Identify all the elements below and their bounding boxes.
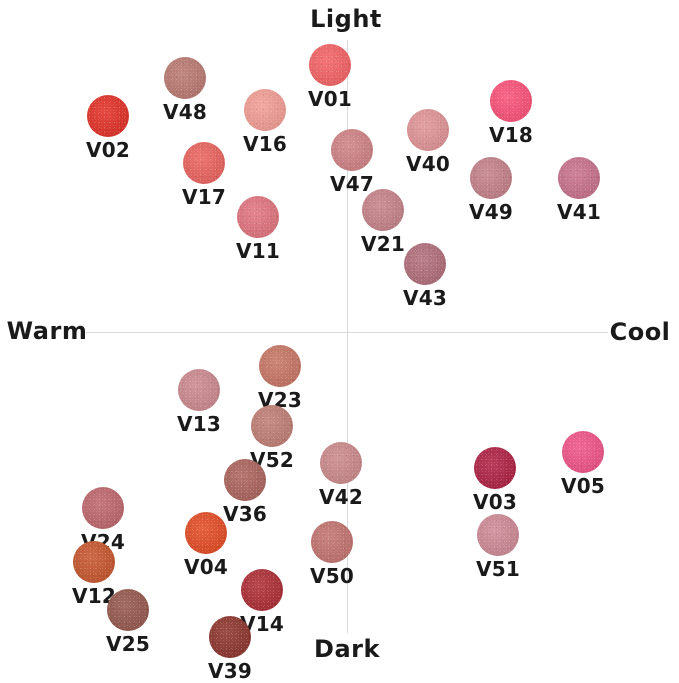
swatch-circle-v23	[259, 345, 301, 387]
swatch-label-v48: V48	[163, 100, 207, 124]
swatch-circle-v36	[224, 459, 266, 501]
swatch-circle-v04	[185, 512, 227, 554]
swatch-label-v43: V43	[403, 286, 447, 310]
swatch-circle-v16	[244, 89, 286, 131]
swatch-circle-v02	[87, 95, 129, 137]
axis-label-cool: Cool	[609, 318, 671, 346]
swatch-circle-v12	[73, 541, 115, 583]
swatch-circle-v13	[178, 369, 220, 411]
swatch-label-v01: V01	[308, 87, 352, 111]
swatch-label-v39: V39	[208, 659, 252, 683]
swatch-label-v42: V42	[319, 485, 363, 509]
swatch-label-v02: V02	[86, 138, 130, 162]
swatch-circle-v52	[251, 405, 293, 447]
swatch-label-v13: V13	[177, 412, 221, 436]
swatch-label-v03: V03	[473, 490, 517, 514]
swatch-circle-v39	[209, 616, 251, 658]
swatch-circle-v21	[362, 189, 404, 231]
axis-label-light: Light	[310, 5, 382, 33]
swatch-label-v51: V51	[476, 557, 520, 581]
swatch-label-v40: V40	[406, 152, 450, 176]
swatch-circle-v42	[320, 442, 362, 484]
swatch-circle-v51	[477, 514, 519, 556]
swatch-label-v50: V50	[310, 564, 354, 588]
swatch-label-v47: V47	[330, 172, 374, 196]
swatch-circle-v14	[241, 569, 283, 611]
swatch-label-v18: V18	[489, 123, 533, 147]
swatch-label-v25: V25	[106, 632, 150, 656]
swatch-circle-v40	[407, 109, 449, 151]
swatch-label-v49: V49	[469, 200, 513, 224]
swatch-label-v04: V04	[184, 555, 228, 579]
swatch-circle-v05	[562, 431, 604, 473]
swatch-circle-v24	[82, 487, 124, 529]
swatch-circle-v03	[474, 447, 516, 489]
axis-label-dark: Dark	[314, 635, 380, 663]
swatch-circle-v50	[311, 521, 353, 563]
swatch-circle-v47	[331, 129, 373, 171]
swatch-label-v05: V05	[561, 474, 605, 498]
swatch-label-v11: V11	[236, 239, 280, 263]
swatch-label-v21: V21	[361, 232, 405, 256]
swatch-label-v36: V36	[223, 502, 267, 526]
swatch-circle-v49	[470, 157, 512, 199]
swatch-circle-v25	[107, 589, 149, 631]
swatch-label-v16: V16	[243, 132, 287, 156]
swatch-circle-v18	[490, 80, 532, 122]
axis-label-warm: Warm	[6, 317, 88, 345]
swatch-circle-v01	[309, 44, 351, 86]
swatch-label-v17: V17	[182, 185, 226, 209]
swatch-circle-v41	[558, 157, 600, 199]
swatch-circle-v43	[404, 243, 446, 285]
swatch-label-v41: V41	[557, 200, 601, 224]
swatch-circle-v17	[183, 142, 225, 184]
swatch-circle-v48	[164, 57, 206, 99]
swatch-circle-v11	[237, 196, 279, 238]
vertical-axis-line	[347, 40, 348, 633]
